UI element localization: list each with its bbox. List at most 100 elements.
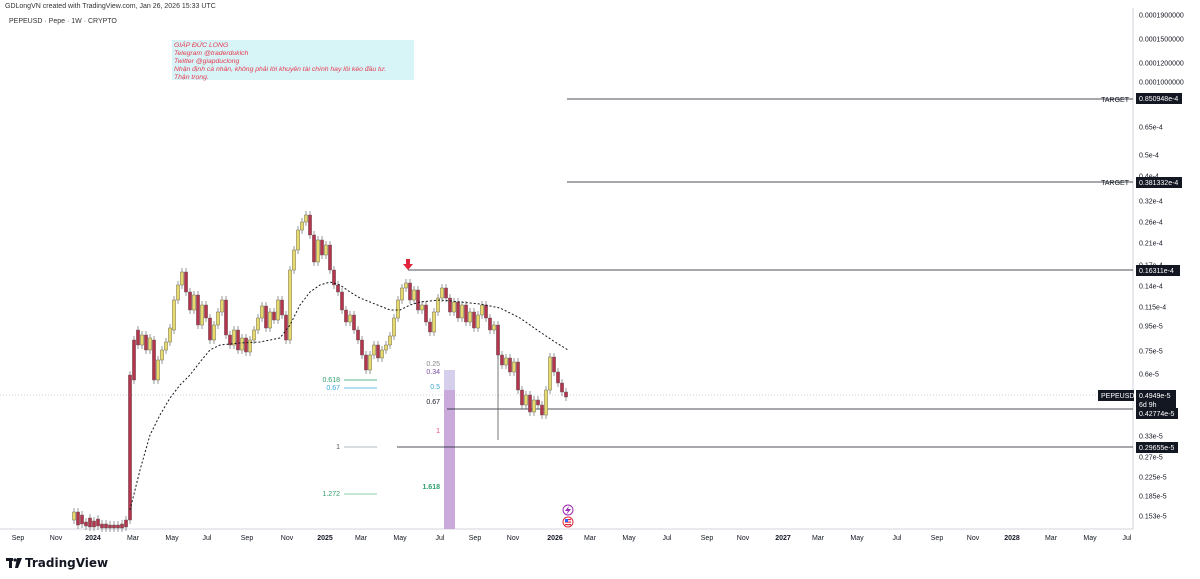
candle-body [300, 221, 304, 231]
candle-body [356, 329, 360, 341]
candle-body [484, 304, 488, 319]
candle-body [464, 304, 468, 323]
time-axis-label: May [622, 535, 636, 542]
author-note[interactable]: GIÁP ĐỨC LONG Telegram @traderduklch Twi… [172, 40, 414, 81]
note-line-caution: Thận trọng. [174, 74, 209, 81]
time-axis-label: Jul [663, 535, 672, 542]
candle-body [136, 329, 140, 346]
candle-body [428, 321, 432, 333]
current-price-symbol-tag: PEPEUSD [1098, 390, 1134, 401]
candle-body [304, 214, 308, 223]
watermark-created-by: GDLongVN created with TradingView.com, J… [5, 3, 216, 10]
candle-body [148, 337, 152, 351]
candle-body [420, 304, 424, 311]
candle-body [296, 229, 300, 251]
candle-body [500, 354, 504, 366]
price-axis-tick: 0.21e-4 [1139, 241, 1163, 248]
price-axis-tick: 0.14e-4 [1139, 284, 1163, 291]
svg-text:0.381332e-4: 0.381332e-4 [1139, 180, 1178, 187]
symbol-legend[interactable]: PEPEUSD · Pepe · 1W · CRYPTO [9, 18, 117, 25]
candle-body [520, 389, 524, 406]
candle-body [208, 317, 212, 341]
candle-body [424, 304, 428, 323]
candle-body [480, 304, 484, 316]
event-flash-icon[interactable] [562, 504, 574, 516]
candle-body [368, 354, 372, 371]
candle-body [316, 239, 320, 263]
candle-body [384, 344, 388, 351]
price-tag-support-1: 0.42774e-5 [1136, 408, 1178, 419]
candle-body [544, 389, 548, 416]
time-axis-label: Mar [584, 535, 597, 542]
candle-body [284, 314, 288, 341]
candle-body [168, 327, 172, 343]
candle-body [144, 334, 148, 351]
price-axis-tick: 0.65e-4 [1139, 125, 1163, 132]
time-axis-label: Nov [50, 535, 63, 542]
svg-text:0.16311e-4: 0.16311e-4 [1139, 268, 1174, 275]
candle-body [140, 334, 144, 346]
candle-body [492, 324, 496, 331]
candle-body [100, 523, 104, 529]
note-line-twitter: Twitter @giapduclong [174, 58, 240, 65]
price-axis-tick: 0.0001200000 [1139, 61, 1184, 68]
event-us-flag-icon[interactable] [562, 516, 574, 528]
time-axis-label: May [165, 535, 179, 542]
candle-body [196, 294, 200, 326]
candle-body [504, 357, 508, 366]
time-axis-label: Jul [203, 535, 212, 542]
fib-left-label-1: 1 [336, 444, 340, 451]
candle-body [244, 337, 248, 353]
time-axis-label: 2025 [317, 535, 333, 542]
candle-body [440, 287, 444, 299]
candle-body [232, 329, 236, 346]
note-line-disclaimer: Nhận định cá nhân, không phải lời khuyên… [174, 66, 387, 73]
candle-body [540, 404, 544, 416]
candle-body [204, 304, 208, 319]
candle-body [132, 339, 136, 381]
tradingview-logo[interactable]: TradingView [6, 556, 108, 570]
candle-body [164, 341, 168, 351]
price-axis-tick: 0.33e-5 [1139, 434, 1163, 441]
time-axis-label: Nov [281, 535, 294, 542]
candle-body [72, 511, 76, 521]
candle-body [84, 521, 88, 527]
current-price-tag: 0.4949e-5 6d 9h [1136, 390, 1176, 410]
candle-body [184, 271, 188, 293]
candle-body [240, 337, 244, 351]
time-axis-label: Mar [355, 535, 368, 542]
fib-right-label-05: 0.5 [430, 384, 440, 391]
candle-body [320, 239, 324, 256]
candle-body [76, 511, 80, 526]
candle-body [332, 269, 336, 286]
candle-body [92, 520, 96, 528]
candle-body [476, 314, 480, 329]
candle-body [344, 309, 348, 323]
fib-left-label-1272: 1.272 [322, 491, 340, 498]
candle-body [108, 524, 112, 529]
svg-text:0.29655e-5: 0.29655e-5 [1139, 445, 1175, 452]
svg-text:6d 9h: 6d 9h [1139, 402, 1157, 409]
price-tag-support-2: 0.29655e-5 [1136, 442, 1178, 453]
price-axis-tick: 0.27e-5 [1139, 455, 1163, 462]
candle-body [532, 399, 536, 413]
candle-body [352, 314, 356, 331]
time-axis[interactable]: Sep Nov 2024 Mar May Jul Sep Nov 2025 Mar May Jul Se… [12, 535, 1132, 542]
tradingview-logo-icon [6, 558, 22, 568]
price-axis-tick: 0.153e-5 [1139, 514, 1167, 521]
candle-body [124, 519, 128, 528]
fib-right-label-1618: 1.618 [422, 484, 440, 491]
candle-body [152, 339, 156, 381]
fib-left-label-0618: 0.618 [322, 377, 340, 384]
fib-right-label-034: 0.34 [426, 369, 440, 376]
candle-body [340, 291, 344, 311]
candle-body [288, 269, 292, 341]
candle-body [496, 324, 500, 356]
price-axis-tick: 0.75e-5 [1139, 349, 1163, 356]
candle-body [364, 354, 368, 371]
note-line-telegram: Telegram @traderduklch [174, 50, 249, 57]
candle-body [564, 391, 568, 398]
candle-body [120, 523, 124, 529]
time-axis-label: Mar [127, 535, 140, 542]
